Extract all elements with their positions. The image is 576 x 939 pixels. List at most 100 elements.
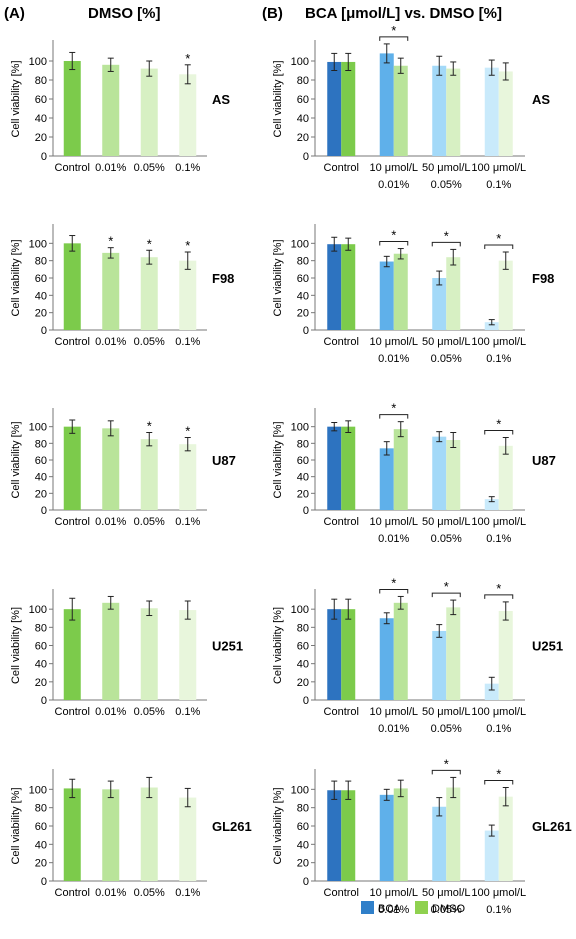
a-u87-cell-line-label: U87 [212, 453, 236, 468]
b-u87-dmso-bar [341, 426, 356, 510]
b-u251-bca-bar [379, 618, 394, 700]
b-f98-x-tick-label: 100 μmol/L [471, 336, 526, 348]
b-f98-y-tick-label: 60 [297, 273, 309, 285]
a-u251-x-tick-label: 0.05% [134, 706, 165, 718]
b-as-bca-bar [432, 65, 447, 156]
b-u87-bca-bar [327, 426, 342, 510]
a-gl261-y-axis-label: Cell viability [%] [10, 787, 22, 864]
b-u251-y-axis-label: Cell viability [%] [272, 607, 284, 684]
a-as-y-tick-label: 40 [35, 113, 47, 125]
b-u87-x-tick-label: 10 μmol/L [369, 516, 418, 528]
b-f98-significance-star: * [496, 231, 501, 246]
b-as-y-axis-label: Cell viability [%] [272, 60, 284, 137]
panel-a-title: DMSO [%] [88, 5, 161, 22]
b-u87-y-tick-label: 20 [297, 488, 309, 500]
a-gl261-y-tick-label: 80 [35, 803, 47, 815]
b-u251-significance-bracket [379, 588, 409, 594]
b-gl261-x-tick-label: 100 μmol/L [471, 887, 526, 899]
b-u251-x-tick-label: Control [324, 706, 359, 718]
b-f98-y-tick-label: 40 [297, 290, 309, 302]
b-as-x-tick-label: 50 μmol/L [422, 162, 471, 174]
a-gl261-y-tick-label: 100 [29, 784, 47, 796]
b-as-dmso-bar [446, 68, 461, 156]
b-u251-y-tick-label: 100 [291, 604, 309, 616]
a-as-bar [179, 74, 197, 156]
b-gl261-dmso-bar [498, 796, 513, 881]
b-u251-bca-bar [484, 683, 499, 700]
a-u87-bar [179, 444, 197, 510]
chart-b-u251: 0 20 40 60 80 100 Cell viability [%] U251 Contro… [272, 575, 563, 735]
b-u87-y-tick-label: 0 [303, 505, 309, 517]
a-f98-bar [140, 257, 158, 330]
a-as-y-tick-label: 0 [41, 151, 47, 163]
a-u87-bar [102, 428, 120, 510]
a-gl261-y-tick-label: 40 [35, 839, 47, 851]
b-u87-dmso-bar [498, 445, 513, 510]
a-u87-x-tick-label: Control [55, 516, 90, 528]
b-u251-dmso-bar [446, 607, 461, 700]
b-u87-y-tick-label: 100 [291, 422, 309, 434]
b-u251-cell-line-label: U251 [532, 639, 563, 654]
b-gl261-bca-bar [379, 794, 394, 881]
b-gl261-dmso-bar [446, 787, 461, 881]
b-as-x-tick-label: 100 μmol/L [471, 162, 526, 174]
b-u87-x-tick-label: 100 μmol/L [471, 516, 526, 528]
b-gl261-y-tick-label: 60 [297, 821, 309, 833]
b-u251-x-subtick-label: 0.1% [486, 723, 511, 735]
b-as-significance-bracket [379, 36, 409, 41]
a-as-x-tick-label: 0.1% [175, 162, 200, 174]
a-as-y-tick-label: 80 [35, 75, 47, 87]
b-gl261-significance-star: * [496, 767, 501, 782]
a-f98-y-tick-label: 0 [41, 325, 47, 337]
b-u251-x-tick-label: 50 μmol/L [422, 706, 471, 718]
b-u87-bca-bar [484, 499, 499, 510]
a-u87-x-tick-label: 0.05% [134, 516, 165, 528]
b-gl261-bca-bar [327, 790, 342, 881]
a-u251-y-tick-label: 40 [35, 659, 47, 671]
b-as-x-subtick-label: 0.01% [378, 179, 409, 191]
a-f98-y-tick-label: 100 [29, 238, 47, 250]
chart-b-as: 0 20 40 60 80 100 Cell viability [%] AS Control *… [272, 23, 550, 191]
b-u251-dmso-bar [393, 602, 408, 700]
a-u87-bar [140, 439, 158, 510]
b-f98-significance-bracket [379, 241, 409, 246]
a-u87-significance-star: * [185, 424, 190, 439]
b-gl261-significance-bracket [484, 780, 514, 785]
a-u87-y-tick-label: 40 [35, 472, 47, 484]
b-u251-significance-star: * [496, 581, 501, 596]
a-as-bar [102, 64, 120, 156]
a-f98-significance-star: * [147, 236, 152, 251]
b-f98-x-subtick-label: 0.1% [486, 353, 511, 365]
b-as-x-subtick-label: 0.1% [486, 179, 511, 191]
a-as-x-tick-label: Control [55, 162, 90, 174]
chart-a-gl261: 0 20 40 60 80 100 Cell viability [%] GL261 Contr… [10, 769, 252, 899]
b-gl261-y-axis-label: Cell viability [%] [272, 787, 284, 864]
b-u251-x-tick-label: 10 μmol/L [369, 706, 418, 718]
a-gl261-x-tick-label: 0.05% [134, 887, 165, 899]
b-f98-significance-star: * [444, 228, 449, 243]
a-as-x-tick-label: 0.05% [134, 162, 165, 174]
b-as-y-tick-label: 0 [303, 151, 309, 163]
panel-a-label: (A) [4, 5, 25, 22]
chart-b-u87: 0 20 40 60 80 100 Cell viability [%] U87 Control… [272, 401, 556, 545]
b-f98-significance-bracket [484, 244, 514, 249]
b-u251-significance-bracket [484, 594, 514, 599]
a-u251-bar [63, 609, 81, 700]
b-f98-x-subtick-label: 0.05% [431, 353, 462, 365]
b-as-bca-bar [379, 53, 394, 156]
b-f98-dmso-bar [498, 260, 513, 330]
b-f98-dmso-bar [446, 257, 461, 330]
a-f98-bar [179, 260, 197, 330]
legend-swatch-bca [361, 901, 374, 914]
a-f98-y-tick-label: 40 [35, 290, 47, 302]
a-u251-x-tick-label: 0.01% [95, 706, 126, 718]
b-f98-x-tick-label: 50 μmol/L [422, 336, 471, 348]
b-u87-dmso-bar [446, 440, 461, 510]
b-gl261-x-subtick-label: 0.05% [431, 904, 462, 916]
b-u251-x-subtick-label: 0.01% [378, 723, 409, 735]
b-as-y-tick-label: 20 [297, 132, 309, 144]
legend-label-dmso: DMSO [432, 903, 465, 915]
a-f98-y-tick-label: 20 [35, 308, 47, 320]
a-as-y-axis-label: Cell viability [%] [10, 60, 22, 137]
